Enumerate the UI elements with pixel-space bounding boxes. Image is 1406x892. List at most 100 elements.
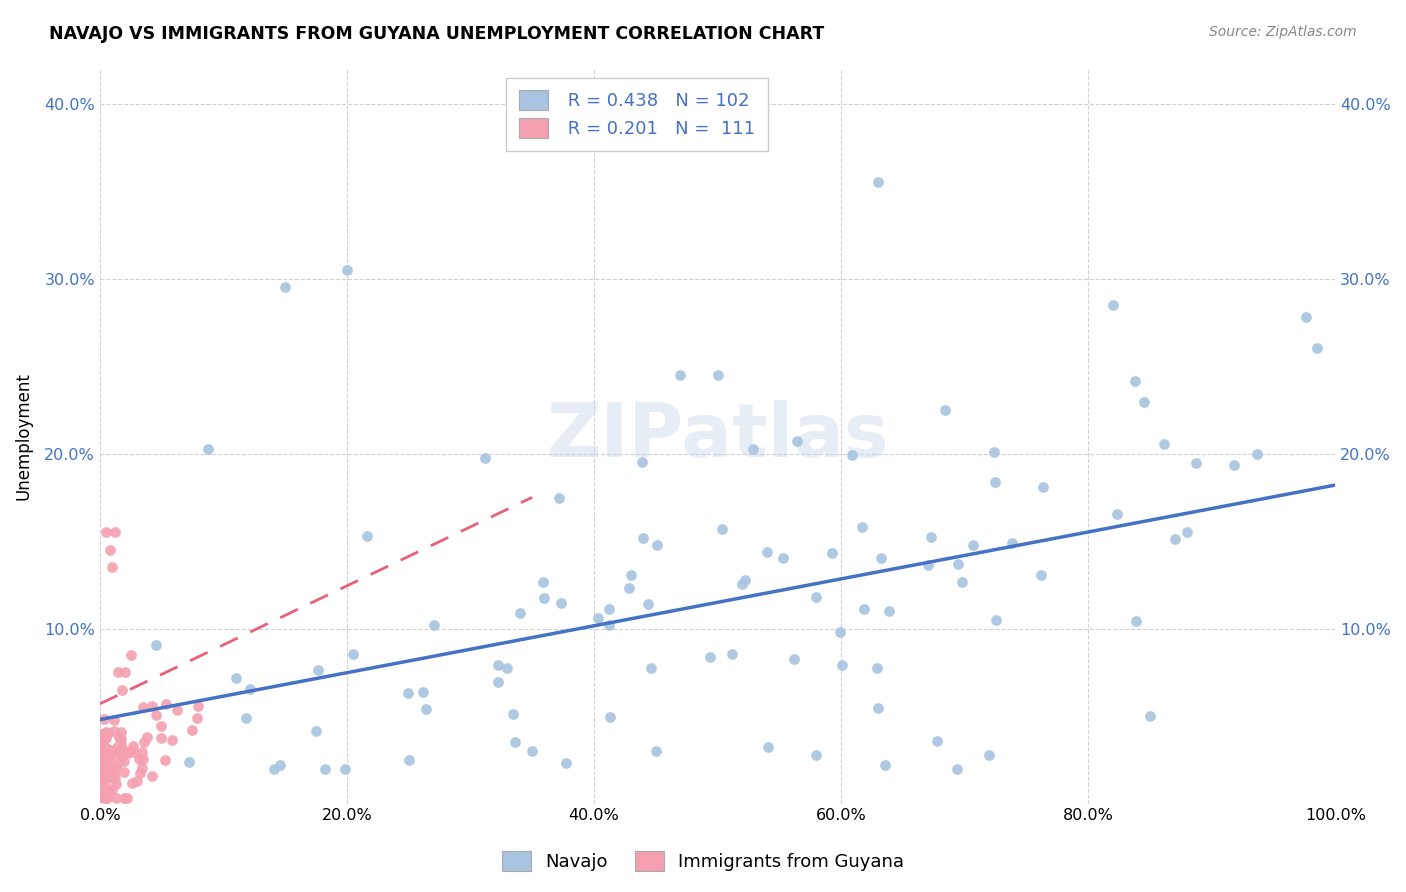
Point xyxy=(669,368,692,382)
Point xyxy=(1102,298,1125,312)
Point xyxy=(1185,456,1208,470)
Point xyxy=(153,753,176,767)
Point xyxy=(637,597,659,611)
Point xyxy=(94,757,117,772)
Point xyxy=(93,743,115,757)
Point xyxy=(533,591,555,605)
Point xyxy=(983,445,1005,459)
Point xyxy=(1001,536,1024,550)
Point xyxy=(756,545,779,559)
Point xyxy=(110,748,132,763)
Point xyxy=(263,762,285,776)
Point xyxy=(1306,341,1329,355)
Point xyxy=(91,738,114,752)
Point xyxy=(118,743,141,757)
Point xyxy=(984,475,1007,489)
Point xyxy=(586,611,609,625)
Point xyxy=(1295,310,1317,324)
Point xyxy=(962,538,984,552)
Point xyxy=(141,698,163,713)
Point xyxy=(706,368,728,382)
Point xyxy=(868,175,890,189)
Point xyxy=(866,661,889,675)
Point xyxy=(879,604,901,618)
Point xyxy=(90,727,112,741)
Point xyxy=(502,706,524,721)
Point xyxy=(91,765,114,780)
Point xyxy=(101,560,124,574)
Point xyxy=(94,731,117,745)
Point xyxy=(90,741,112,756)
Point xyxy=(197,442,219,456)
Point xyxy=(96,745,118,759)
Point xyxy=(920,531,942,545)
Point xyxy=(314,762,336,776)
Point xyxy=(93,712,115,726)
Point xyxy=(772,550,794,565)
Point xyxy=(127,773,149,788)
Point xyxy=(97,726,120,740)
Point xyxy=(1139,709,1161,723)
Point xyxy=(831,658,853,673)
Point xyxy=(1175,524,1198,539)
Point xyxy=(100,745,122,759)
Point xyxy=(128,765,150,780)
Point xyxy=(186,711,208,725)
Point xyxy=(94,525,117,540)
Point xyxy=(869,551,891,566)
Point xyxy=(114,665,136,680)
Point xyxy=(94,758,117,772)
Point xyxy=(91,726,114,740)
Point xyxy=(711,522,734,536)
Point xyxy=(108,731,131,745)
Point xyxy=(307,664,329,678)
Point xyxy=(108,730,131,744)
Point xyxy=(620,567,643,582)
Point xyxy=(90,740,112,755)
Point xyxy=(756,740,779,755)
Point xyxy=(98,769,121,783)
Point xyxy=(98,744,121,758)
Point xyxy=(786,434,808,448)
Point xyxy=(132,752,155,766)
Point xyxy=(96,764,118,778)
Point xyxy=(90,749,112,764)
Point xyxy=(112,755,135,769)
Legend: Navajo, Immigrants from Guyana: Navajo, Immigrants from Guyana xyxy=(495,844,911,879)
Point xyxy=(866,700,889,714)
Point xyxy=(398,753,420,767)
Point xyxy=(412,685,434,699)
Point xyxy=(97,758,120,772)
Text: Source: ZipAtlas.com: Source: ZipAtlas.com xyxy=(1209,25,1357,39)
Point xyxy=(105,740,128,755)
Point xyxy=(112,764,135,779)
Point xyxy=(103,713,125,727)
Point xyxy=(731,577,754,591)
Point xyxy=(90,772,112,787)
Point xyxy=(946,762,969,776)
Point xyxy=(356,529,378,543)
Point xyxy=(132,735,155,749)
Point xyxy=(90,781,112,796)
Point xyxy=(94,756,117,770)
Point xyxy=(1032,480,1054,494)
Point xyxy=(94,791,117,805)
Point xyxy=(110,731,132,746)
Point xyxy=(124,745,146,759)
Point xyxy=(979,747,1001,762)
Point xyxy=(98,762,121,776)
Point xyxy=(93,762,115,776)
Point xyxy=(841,448,863,462)
Point xyxy=(598,618,620,632)
Point xyxy=(90,790,112,805)
Point xyxy=(91,754,114,768)
Point xyxy=(107,665,129,680)
Point xyxy=(94,725,117,739)
Point xyxy=(631,532,654,546)
Point xyxy=(333,762,356,776)
Point xyxy=(599,710,621,724)
Point xyxy=(721,647,744,661)
Point xyxy=(100,744,122,758)
Point xyxy=(269,757,291,772)
Point xyxy=(93,739,115,754)
